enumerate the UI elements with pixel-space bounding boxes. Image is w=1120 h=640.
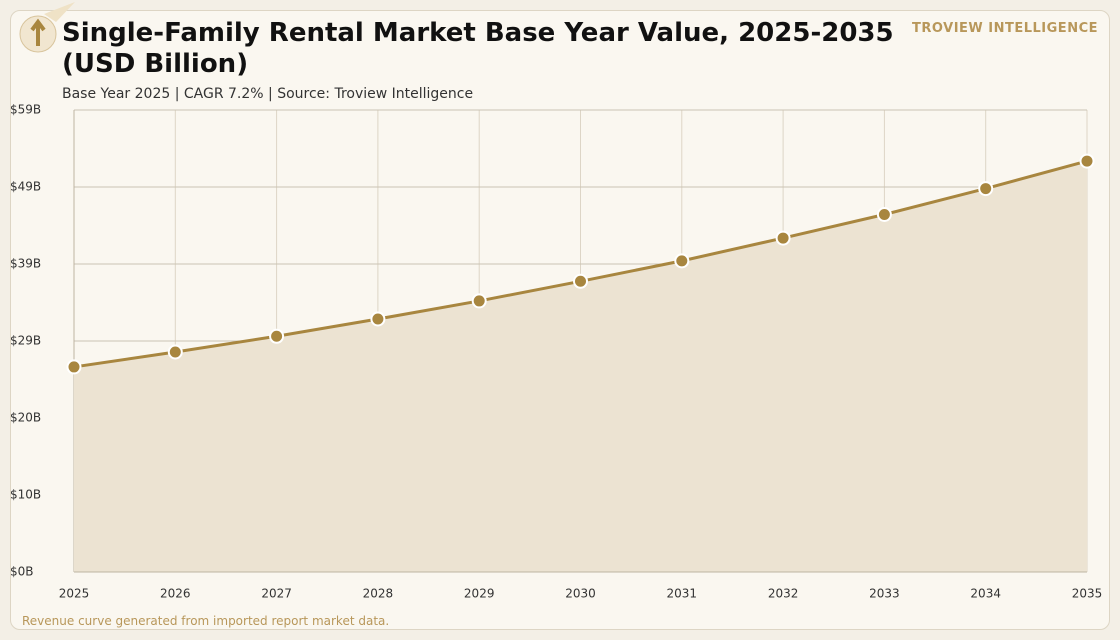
- chart-title: Single-Family Rental Market Base Year Va…: [62, 18, 894, 79]
- marker: [471, 293, 487, 309]
- y-tick-label: $0B: [10, 565, 34, 579]
- x-tick-label: 2025: [59, 587, 90, 601]
- x-tick-label: 2033: [869, 587, 900, 601]
- footnote: Revenue curve generated from imported re…: [22, 614, 390, 628]
- x-tick-label: 2029: [464, 587, 495, 601]
- x-tick-label: 2030: [565, 587, 596, 601]
- logo-accent: [44, 2, 75, 22]
- x-tick-label: 2035: [1072, 587, 1103, 601]
- marker: [167, 344, 183, 360]
- y-tick-label: $39B: [10, 257, 41, 271]
- marker: [674, 253, 690, 269]
- logo-arrow: [30, 18, 46, 46]
- x-tick-label: 2031: [667, 587, 698, 601]
- x-tick-label: 2026: [160, 587, 191, 601]
- y-tick-label: $49B: [10, 180, 41, 194]
- y-tick-label: $10B: [10, 488, 41, 502]
- x-tick-label: 2034: [970, 587, 1001, 601]
- marker: [269, 328, 285, 344]
- x-tick-label: 2027: [261, 587, 292, 601]
- x-tick-label: 2028: [363, 587, 394, 601]
- marker: [1079, 153, 1095, 169]
- y-tick-label: $29B: [10, 334, 41, 348]
- chart-subtitle: Base Year 2025 | CAGR 7.2% | Source: Tro…: [62, 86, 474, 102]
- x-tick-label: 2032: [768, 587, 799, 601]
- brand: TROVIEW INTELLIGENCE: [912, 21, 1098, 36]
- marker: [876, 207, 892, 222]
- marker: [978, 181, 994, 197]
- marker: [775, 230, 791, 246]
- marker: [370, 311, 386, 327]
- area: [74, 161, 1087, 573]
- y-tick-label: $20B: [10, 411, 41, 425]
- y-tick-label: $59B: [10, 103, 41, 117]
- marker: [573, 273, 588, 289]
- marker: [66, 359, 82, 375]
